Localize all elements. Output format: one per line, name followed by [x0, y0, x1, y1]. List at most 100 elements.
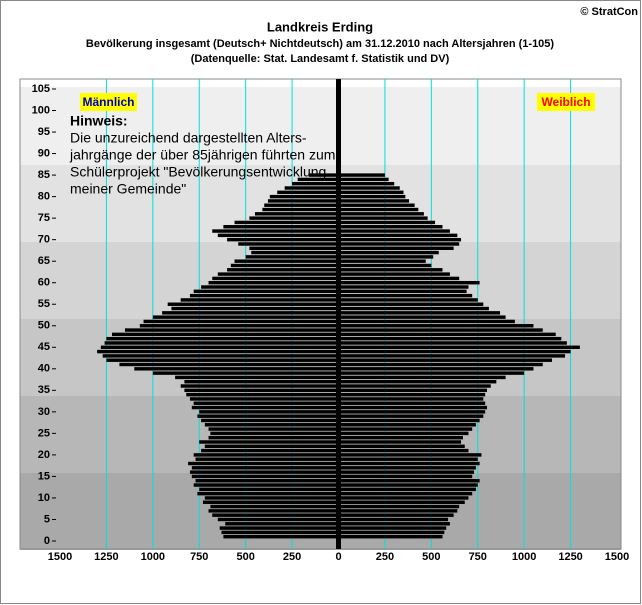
legend-box	[537, 93, 595, 111]
x-tick-label: 500	[236, 551, 254, 563]
bar	[338, 435, 463, 440]
bar	[338, 474, 473, 479]
bar	[267, 199, 339, 203]
bar	[338, 328, 543, 332]
bar	[234, 259, 339, 263]
bar	[338, 470, 475, 474]
bar	[171, 306, 339, 311]
bar	[338, 367, 534, 371]
bar	[106, 358, 339, 362]
bar	[338, 453, 482, 457]
y-tick-label: 20	[38, 449, 50, 461]
y-tick-label: 95	[38, 126, 50, 138]
bar	[338, 397, 484, 401]
bar	[195, 479, 339, 483]
bar	[219, 526, 339, 530]
bar	[338, 194, 406, 199]
bar	[202, 500, 339, 504]
bar	[191, 474, 339, 479]
bar	[238, 242, 339, 246]
chart-title: Landkreis Erding	[267, 19, 373, 34]
y-tick-label: 25	[38, 427, 50, 439]
bar	[338, 173, 385, 177]
bar	[269, 194, 339, 199]
bar	[338, 212, 424, 216]
bar	[199, 440, 339, 444]
x-tick-label: 1000	[141, 551, 165, 563]
bar	[338, 440, 462, 444]
bar	[338, 444, 465, 449]
bar	[277, 190, 339, 195]
bar	[217, 272, 339, 276]
bar	[189, 293, 339, 298]
bar	[193, 483, 339, 487]
bar	[338, 276, 460, 281]
bar	[217, 517, 339, 522]
y-tick-label: 65	[38, 255, 50, 267]
bar	[188, 461, 339, 466]
y-tick-label: 10	[38, 492, 50, 504]
bar	[338, 487, 476, 492]
bar	[212, 513, 339, 517]
bar	[338, 414, 484, 418]
bar	[308, 173, 339, 177]
bar	[227, 237, 339, 242]
bar	[338, 500, 465, 504]
bar	[225, 522, 339, 526]
y-tick-label: 45	[38, 341, 50, 353]
bar	[212, 229, 339, 233]
bar	[217, 233, 339, 238]
copyright: © StratCon	[580, 6, 638, 18]
x-tick-label: 500	[422, 551, 440, 563]
bar	[338, 229, 450, 233]
x-tick-label: 1000	[512, 551, 536, 563]
bar	[338, 207, 419, 212]
bar	[338, 384, 491, 388]
y-tick-label: 35	[38, 384, 50, 396]
bar	[338, 280, 480, 285]
x-tick-label: 1500	[48, 551, 72, 563]
bar	[175, 375, 339, 380]
bar	[104, 341, 339, 345]
note-line: Schülerprojekt "Bevölkerungsentwicklung	[70, 164, 326, 180]
bar	[292, 181, 339, 186]
bar	[197, 414, 339, 418]
bar	[338, 392, 486, 397]
bar	[338, 410, 486, 414]
bar	[262, 207, 339, 212]
bar	[201, 285, 339, 289]
bar	[223, 534, 339, 539]
bar	[139, 324, 339, 328]
bar	[338, 380, 497, 384]
bar	[338, 306, 489, 311]
bar	[338, 504, 460, 509]
bar	[210, 504, 339, 509]
bar	[201, 418, 339, 423]
y-tick-label: 75	[38, 212, 50, 224]
bar	[284, 186, 339, 190]
bar	[338, 513, 454, 517]
y-tick-label: 100	[32, 104, 50, 116]
bar	[338, 332, 556, 337]
bar	[338, 496, 469, 500]
bar	[338, 483, 478, 487]
bar	[193, 401, 339, 405]
bar	[119, 362, 339, 367]
bar	[338, 190, 404, 195]
bar	[338, 401, 486, 405]
bar	[338, 272, 450, 276]
bar	[338, 427, 473, 431]
bar	[338, 242, 460, 246]
bar	[251, 250, 339, 255]
y-tick-label: 50	[38, 320, 50, 332]
y-tick-label: 15	[38, 470, 50, 482]
bar	[338, 285, 469, 289]
legend-label: Weiblich	[541, 95, 590, 109]
bar	[338, 345, 580, 350]
bar	[338, 405, 488, 410]
bar	[338, 522, 450, 526]
bar	[338, 349, 571, 354]
bar	[338, 186, 400, 190]
note-line: meiner Gemeinde"	[70, 181, 186, 197]
